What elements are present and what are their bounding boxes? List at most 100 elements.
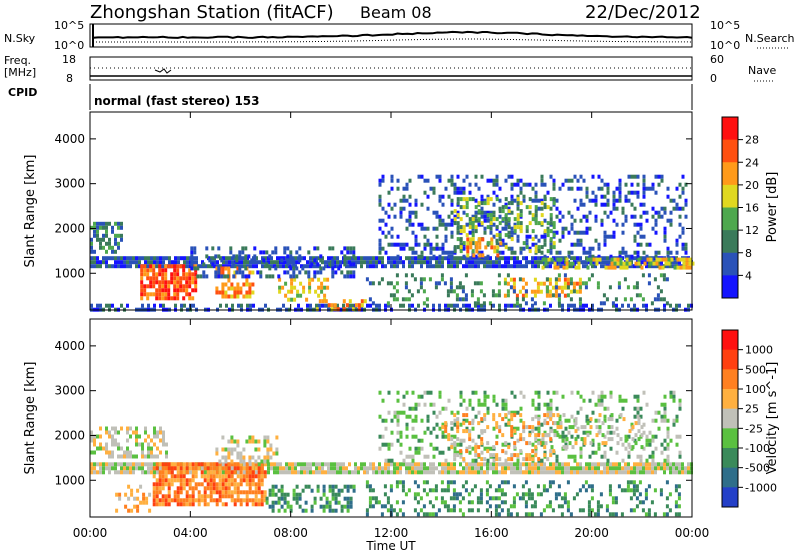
velocity-cell	[432, 410, 436, 415]
velocity-cell	[334, 484, 338, 489]
power-cell	[645, 242, 649, 247]
velocity-cell	[188, 494, 192, 499]
velocity-cell	[188, 482, 192, 487]
velocity-cell	[395, 500, 399, 505]
velocity-cell	[605, 504, 609, 509]
velocity-cell	[218, 474, 222, 479]
velocity-cell	[337, 492, 341, 497]
velocity-cell	[588, 454, 592, 459]
velocity-cell	[453, 457, 457, 462]
velocity-cell	[147, 446, 150, 451]
velocity-cell	[126, 454, 129, 459]
power-cell	[567, 178, 571, 183]
velocity-cell	[578, 508, 582, 513]
power-ylabel: Slant Range [km]	[23, 155, 38, 268]
power-cell	[387, 242, 391, 247]
power-cell	[282, 303, 285, 308]
power-cell	[315, 256, 318, 261]
power-cell	[663, 238, 667, 243]
power-cell	[540, 198, 544, 203]
velocity-cell	[275, 435, 279, 440]
power-cell	[345, 256, 348, 261]
power-cell	[435, 210, 439, 215]
velocity-cell	[625, 437, 629, 442]
power-cell	[235, 270, 239, 275]
velocity-cell	[488, 504, 492, 509]
power-cell	[504, 256, 507, 261]
velocity-cell	[561, 394, 565, 399]
velocity-cell	[179, 478, 183, 483]
velocity-cell	[554, 496, 558, 501]
power-cell	[483, 264, 486, 269]
time-tick-label: 20:00	[574, 526, 609, 540]
velocity-cell	[674, 488, 678, 493]
power-cell	[123, 264, 126, 269]
velocity-cell	[162, 438, 165, 443]
velocity-cell	[295, 492, 299, 497]
power-cell	[251, 290, 255, 295]
velocity-cell	[539, 512, 543, 517]
power-cell	[440, 277, 444, 282]
power-cell	[349, 274, 353, 279]
power-cell	[486, 264, 489, 269]
power-cell	[513, 260, 516, 265]
power-cell	[219, 303, 222, 308]
velocity-cell	[444, 425, 448, 430]
velocity-cell	[459, 390, 463, 395]
velocity-cell	[672, 422, 676, 427]
velocity-cell	[161, 502, 165, 507]
velocity-cell	[447, 433, 451, 438]
power-cell	[328, 246, 332, 251]
power-cell	[570, 303, 573, 308]
velocity-cell	[126, 446, 129, 451]
velocity-cell	[512, 500, 516, 505]
power-cell	[543, 194, 547, 199]
velocity-cell	[185, 502, 189, 507]
velocity-cell	[564, 462, 567, 467]
power-cell	[469, 241, 473, 246]
power-cell	[572, 285, 576, 290]
velocity-cell	[334, 500, 338, 505]
power-cell	[120, 221, 123, 226]
velocity-cell	[663, 466, 666, 471]
velocity-cell	[239, 455, 243, 460]
power-cell	[630, 202, 634, 207]
power-cell	[552, 178, 556, 183]
power-cell	[544, 261, 548, 266]
velocity-cell	[483, 394, 487, 399]
power-cell	[516, 201, 520, 206]
power-cell	[96, 229, 99, 234]
velocity-cell	[495, 470, 498, 475]
velocity-cell	[495, 421, 499, 426]
velocity-cell	[456, 470, 459, 475]
velocity-cell	[636, 470, 639, 475]
power-cell	[534, 221, 538, 226]
power-cell	[225, 303, 228, 308]
power-cell	[510, 250, 514, 255]
velocity-cell	[215, 470, 219, 475]
power-cell	[588, 254, 592, 259]
power-cell	[417, 174, 421, 179]
power-cell	[579, 242, 583, 247]
power-cell	[262, 258, 266, 263]
velocity-cell	[158, 482, 162, 487]
velocity-cell	[639, 466, 642, 471]
velocity-cell	[170, 470, 174, 475]
power-cell	[319, 254, 323, 259]
power-cell	[152, 280, 156, 285]
power-cell	[228, 260, 231, 265]
colorbar-swatch	[722, 230, 738, 254]
velocity-ylabel: Slant Range [km]	[23, 362, 38, 475]
velocity-cell	[468, 445, 472, 450]
power-cell	[570, 222, 574, 227]
power-cell	[552, 241, 556, 246]
velocity-cell	[642, 462, 645, 467]
velocity-cell	[227, 490, 231, 495]
power-cell	[414, 242, 418, 247]
power-cell	[576, 242, 580, 247]
power-cell	[627, 174, 631, 179]
velocity-cell	[251, 462, 255, 467]
velocity-cell	[191, 474, 195, 479]
power-cell	[510, 186, 514, 191]
